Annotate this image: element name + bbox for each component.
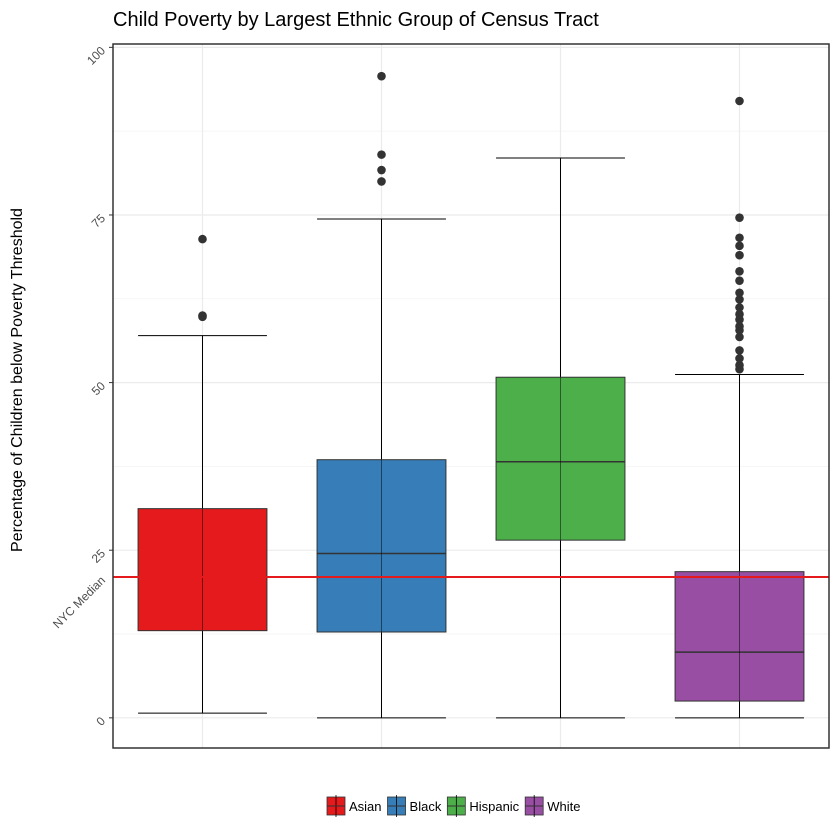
legend-item-hispanic: Hispanic xyxy=(446,795,520,817)
outlier-point xyxy=(735,96,744,106)
outlier-point xyxy=(735,288,744,298)
outlier-point xyxy=(735,332,744,342)
reference-line-label: NYC Median xyxy=(50,573,108,631)
legend-label: Black xyxy=(410,799,442,814)
outlier-point xyxy=(198,234,207,244)
outlier-point xyxy=(735,321,744,331)
outlier-point xyxy=(735,276,744,285)
outlier-point xyxy=(735,346,744,355)
outlier-point xyxy=(735,250,744,260)
y-tick-label: 75 xyxy=(89,211,109,231)
outlier-point xyxy=(735,354,744,363)
legend-item-asian: Asian xyxy=(326,795,382,817)
y-axis-label: Percentage of Children below Poverty Thr… xyxy=(9,208,26,552)
outlier-point xyxy=(735,241,744,251)
legend-item-black: Black xyxy=(387,795,442,817)
y-tick-label: 25 xyxy=(89,546,109,566)
y-axis: 0 25 50 75 100 NYC Median xyxy=(50,43,113,729)
box-white xyxy=(674,96,805,719)
y-tick-label: 0 xyxy=(93,714,108,729)
y-tick-label: 50 xyxy=(89,379,109,399)
outlier-point xyxy=(377,150,386,159)
outlier-point xyxy=(377,71,386,81)
legend-label: Asian xyxy=(349,799,382,814)
box-black xyxy=(316,71,447,719)
chart-title: Child Poverty by Largest Ethnic Group of… xyxy=(113,9,599,31)
panel-border xyxy=(112,43,830,749)
outlier-point xyxy=(377,165,386,175)
outlier-point xyxy=(198,311,207,320)
outlier-point xyxy=(735,295,744,304)
box-layer xyxy=(137,71,805,719)
outlier-point xyxy=(735,309,744,319)
legend-item-white: White xyxy=(524,795,580,817)
outlier-point xyxy=(377,177,386,186)
outlier-point xyxy=(735,266,744,276)
outlier-point xyxy=(735,360,744,370)
box-hispanic xyxy=(495,157,626,719)
legend-label: White xyxy=(547,799,580,814)
y-tick-label: 100 xyxy=(84,43,108,67)
outlier-point xyxy=(735,233,744,243)
legend-label: Hispanic xyxy=(469,799,519,814)
outlier-point xyxy=(735,213,744,222)
legend: Asian Black Hispanic White xyxy=(326,795,580,817)
outlier-point xyxy=(735,303,744,312)
